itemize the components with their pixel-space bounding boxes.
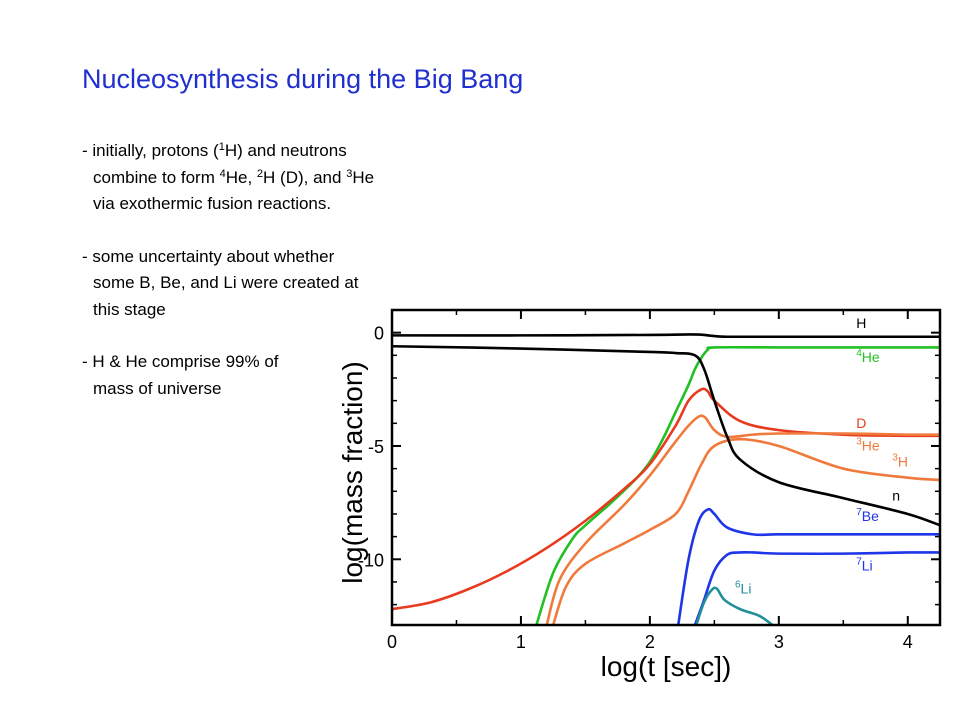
- superscript: 2: [256, 167, 264, 180]
- series-label-sup: 4: [856, 348, 862, 359]
- series-label-main: He: [862, 438, 880, 454]
- series-label-H: H: [856, 315, 866, 331]
- series-label-4He: 4He: [856, 348, 880, 365]
- series-label-sup: 3: [892, 452, 898, 463]
- series-label-6Li: 6Li: [735, 579, 751, 596]
- slide-title: Nucleosynthesis during the Big Bang: [82, 64, 524, 94]
- series-label-main: Li: [741, 580, 752, 596]
- bullet-text: - some uncertainty about whether: [82, 246, 335, 266]
- series-label-7Li: 7Li: [856, 557, 872, 574]
- series-label-sup: 7: [856, 507, 862, 518]
- bullet-item: - initially, protons (1H) and neutrons co…: [82, 138, 374, 218]
- bullet-text: mass of universe: [93, 378, 222, 398]
- bullet-item: - some uncertainty about whether some B, …: [82, 244, 374, 324]
- bullet-list: - initially, protons (1H) and neutrons co…: [82, 138, 374, 428]
- bullet-text: - H & He comprise 99% of: [82, 352, 279, 371]
- bullet-line: combine to form 4He, 2H (D), and 3He: [82, 165, 374, 192]
- series-line-D: [392, 387, 940, 611]
- series-line-4He: [535, 345, 940, 625]
- series-label-main: Be: [862, 508, 879, 524]
- series-line-7Li: [693, 550, 940, 625]
- plot-area: [392, 333, 940, 625]
- bullet-text: H) and neutrons: [224, 141, 347, 160]
- series-label-sup: 6: [735, 579, 741, 590]
- bullet-text: He,: [225, 167, 257, 187]
- series-label-D: D: [856, 415, 866, 431]
- x-axis-label: log(t [sec]): [601, 651, 732, 682]
- series-line-3He: [545, 414, 940, 625]
- bullet-text: He: [352, 167, 375, 187]
- plot-frame: [390, 308, 942, 627]
- series-line-3H: [551, 437, 940, 625]
- x-tick-label: 1: [516, 632, 526, 652]
- x-tick-label: 3: [774, 632, 784, 652]
- series-label-n: n: [892, 487, 900, 503]
- bullet-text: - initially, protons (: [82, 141, 219, 160]
- series-label-3H: 3H: [892, 452, 908, 469]
- series-line-7Be: [676, 507, 940, 625]
- x-tick-label: 0: [387, 632, 397, 652]
- series-line-6Li: [695, 586, 774, 625]
- superscript: 1: [218, 141, 225, 153]
- superscript: 3: [346, 167, 353, 180]
- bullet-item: - H & He comprise 99% of mass of universe: [82, 349, 374, 402]
- series-label-sup: 7: [856, 557, 862, 568]
- bullet-text: H (D), and: [263, 167, 347, 187]
- bullet-text: combine to form: [93, 167, 220, 187]
- bullet-text: via exothermic fusion reactions.: [93, 194, 332, 213]
- y-tick-label: -10: [358, 550, 384, 570]
- bullet-line: this stage: [82, 297, 374, 324]
- series-label-sup: 3: [856, 437, 862, 448]
- series-line-H: [392, 333, 940, 339]
- bullet-line: - initially, protons (1H) and neutrons: [82, 138, 374, 165]
- bullet-line: - H & He comprise 99% of: [82, 349, 374, 376]
- superscript: 4: [219, 167, 226, 180]
- bullet-line: mass of universe: [82, 376, 374, 403]
- bullet-line: via exothermic fusion reactions.: [82, 191, 374, 218]
- series-label-main: Li: [862, 558, 873, 574]
- bullet-line: some B, Be, and Li were created at: [82, 270, 374, 297]
- y-tick-label: -5: [368, 437, 384, 457]
- series-label-7Be: 7Be: [856, 507, 879, 524]
- series-label-main: He: [862, 349, 880, 365]
- y-tick-label: 0: [374, 324, 384, 344]
- bullet-text: some B, Be, and Li were created at: [93, 273, 359, 292]
- bullet-text: this stage: [93, 299, 166, 319]
- bullet-line: - some uncertainty about whether: [82, 244, 374, 271]
- x-tick-label: 4: [903, 632, 913, 652]
- y-axis-label: log(mass fraction): [337, 361, 368, 584]
- series-line-n: [392, 344, 940, 527]
- x-tick-label: 2: [645, 632, 655, 652]
- series-label-main: H: [898, 453, 908, 469]
- series-label-3He: 3He: [856, 437, 880, 454]
